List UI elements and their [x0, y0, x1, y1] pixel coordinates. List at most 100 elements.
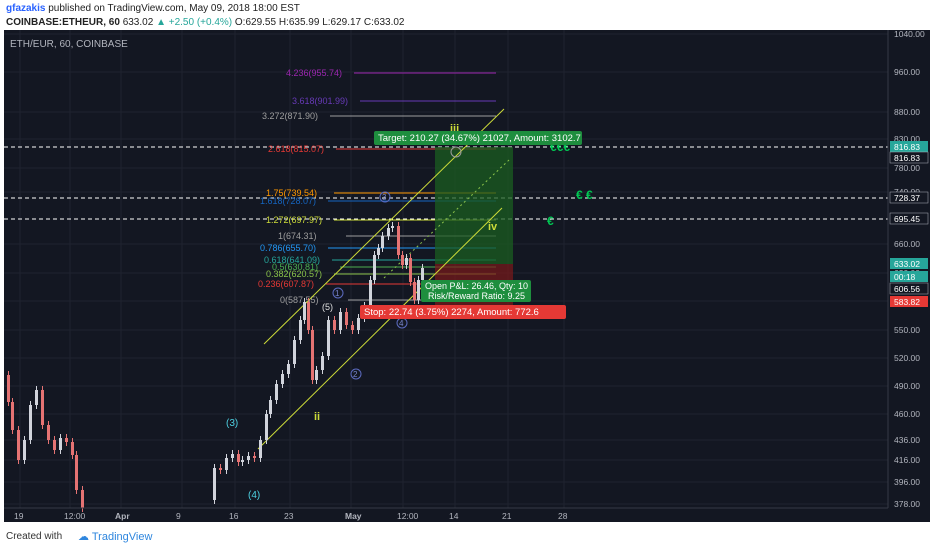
- footer: Created with ☁ TradingView: [0, 522, 932, 550]
- candle-body: [75, 455, 78, 490]
- published-info: published on TradingView.com, May 09, 20…: [48, 3, 300, 14]
- wave-circle-1: [332, 287, 344, 299]
- wave-label-3: (3): [226, 418, 238, 429]
- wave-circle-iii: [450, 146, 462, 158]
- price-tick-label: 880.00: [894, 107, 920, 117]
- price-label-box: [889, 191, 929, 204]
- chart-canvas[interactable]: ETH/EUR, 60, COINBASE 4.236(955.74) 3.618…: [4, 29, 930, 522]
- candle-body: [327, 320, 330, 356]
- target-label[interactable]: Target: 210.27 (34.67%) 21027, Amount: 3…: [378, 133, 581, 144]
- candle-body: [409, 258, 412, 282]
- price-axis[interactable]: 1040.00960.00880.00830.00780.00740.00660…: [894, 29, 925, 509]
- fibonacci-levels: 4.236(955.74) 3.618(901.99) 3.272(871.90) 2…: [258, 68, 496, 305]
- trend-dotted: [383, 159, 510, 279]
- candle-body: [213, 468, 216, 500]
- candle-body: [373, 255, 376, 280]
- wave-label-c1: 1: [335, 289, 340, 298]
- price-label-text: 816.83: [894, 153, 920, 163]
- candle-body: [47, 425, 50, 440]
- fib-label: 1.75(739.54): [266, 188, 317, 198]
- price-label-box: [889, 282, 929, 295]
- candle-body: [275, 384, 278, 400]
- candle-body: [53, 440, 56, 450]
- candle-body: [81, 490, 84, 508]
- author-link[interactable]: gfazakis: [6, 3, 46, 14]
- price-tick-label: 550.00: [894, 325, 920, 335]
- time-tick-label: 23: [284, 511, 294, 521]
- candle-body: [35, 390, 38, 405]
- target-zone: [435, 147, 513, 264]
- price-tick-label: 660.00: [894, 239, 920, 249]
- time-tick-label: 16: [229, 511, 239, 521]
- candle-body: [231, 454, 234, 458]
- candle-body: [401, 255, 404, 265]
- price-label-text: 728.37: [894, 193, 920, 203]
- candle-body: [225, 458, 228, 470]
- candle-body: [247, 456, 250, 460]
- price-label-box: [890, 296, 928, 307]
- euro-mark-3: €: [547, 214, 554, 228]
- candle-body: [377, 248, 380, 255]
- candle-body: [281, 374, 284, 384]
- candle-body: [269, 400, 272, 414]
- candle-body: [293, 340, 296, 364]
- candle-body: [17, 430, 20, 460]
- pnl-box: [421, 280, 531, 302]
- wave-label-ii: ii: [314, 411, 320, 423]
- price-label-box: [889, 151, 929, 164]
- candle-body: [29, 405, 32, 440]
- rr-label[interactable]: Risk/Reward Ratio: 9.25: [428, 291, 525, 301]
- price-tick-label: 436.00: [894, 435, 920, 445]
- fib-label: 1.618(728.07): [260, 196, 316, 206]
- time-axis[interactable]: 19 12:00 Apr 9 16 23 May 12:00 14 21 28: [14, 511, 568, 521]
- price-tick-label: 490.00: [894, 381, 920, 391]
- fib-label: 0.382(620.57): [266, 269, 322, 279]
- candle-body: [303, 302, 306, 320]
- time-tick-label: 12:00: [64, 511, 86, 521]
- candle-body: [23, 440, 26, 460]
- wave-circle-3: [379, 191, 391, 203]
- candle-body: [321, 356, 324, 370]
- candle-body: [333, 320, 336, 330]
- price-tick-label: 780.00: [894, 163, 920, 173]
- stop-label[interactable]: Stop: 22.74 (3.75%) 2274, Amount: 772.6: [364, 307, 539, 318]
- price-tick-label: 830.00: [894, 134, 920, 144]
- wave-label-c4: 4: [399, 319, 404, 328]
- candle-body: [299, 320, 302, 340]
- candle-body: [315, 370, 318, 380]
- price-candles: [7, 222, 424, 512]
- price-label-text: 00:18: [894, 272, 916, 282]
- fib-label: 0.786(655.70): [260, 243, 316, 253]
- current-price: 633.02: [122, 17, 154, 28]
- time-tick-label: 21: [502, 511, 512, 521]
- pnl-label[interactable]: Open P&L: 26.46, Qty: 10: [425, 281, 528, 291]
- candle-body: [369, 280, 372, 306]
- candle-body: [391, 226, 394, 228]
- fib-label: 2.618(815.07): [268, 144, 324, 154]
- fib-label: 0(587.55): [280, 295, 319, 305]
- wave-label-iii: iii: [450, 123, 459, 135]
- wave-label-4: (4): [248, 490, 260, 501]
- time-tick-label: May: [345, 511, 362, 521]
- price-label-text: 695.45: [894, 214, 920, 224]
- price-label-box: [890, 258, 928, 269]
- tradingview-logo[interactable]: ☁ TradingView: [78, 531, 153, 543]
- candle-body: [345, 312, 348, 325]
- candle-body: [59, 438, 62, 450]
- time-tick-label: 14: [449, 511, 459, 521]
- fib-label: 0.5(630.81): [272, 262, 318, 272]
- time-tick-label: 9: [176, 511, 181, 521]
- candle-body: [219, 468, 222, 470]
- price-tick-label: 396.00: [894, 477, 920, 487]
- candle-body: [417, 280, 420, 300]
- time-tick-label: 28: [558, 511, 568, 521]
- price-label-text: 606.56: [894, 284, 920, 294]
- candle-body: [11, 402, 14, 430]
- candle-body: [339, 312, 342, 330]
- price-label-text: 583.82: [894, 297, 920, 307]
- fib-label: 1(674.31): [278, 231, 317, 241]
- price-tick-label: 378.00: [894, 499, 920, 509]
- price-label-box: [890, 141, 928, 152]
- chart-area[interactable]: ETH/EUR, 60, COINBASE 4.236(955.74) 3.618…: [4, 29, 930, 522]
- candle-body: [65, 438, 68, 442]
